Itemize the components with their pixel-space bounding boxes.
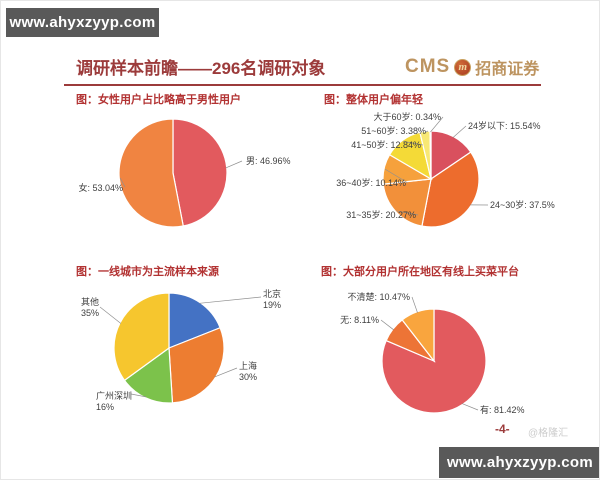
- cms-logo: CMS m 招商证券: [405, 55, 539, 79]
- page-title: 调研样本前瞻——296名调研对象: [76, 59, 326, 78]
- pie-slice-广州深圳: [123, 346, 174, 404]
- logo-company-text: 招商证券: [475, 61, 540, 78]
- pie-label-不清楚: 不清楚: 10.47%: [347, 291, 410, 302]
- pie-label-男: 男: 46.96%: [246, 156, 291, 166]
- chart-panel-platform: 有: 81.42% 无: 8.11% 不清楚: 10.47% 图：大部分用户所在地区…: [316, 263, 596, 441]
- credit-watermark: @格隆汇: [528, 428, 569, 439]
- header-divider: [64, 84, 541, 86]
- pie-slice-31~35岁: [382, 178, 432, 227]
- watermark-bottom-right: www.ahyxzyyp.com: [439, 447, 599, 478]
- pie-chart-platform: 有: 81.42% 无: 8.11% 不清楚: 10.47%: [340, 291, 525, 415]
- page-number: -4-: [495, 422, 510, 436]
- pie-chart-gender: 男: 46.96% 女: 53.04%: [78, 118, 291, 228]
- pie-slice-24~30岁: [421, 151, 480, 228]
- pie-label-北京: 北京 19%: [263, 288, 281, 310]
- pie-label-36~40岁: 36~40岁: 10.14%: [336, 177, 406, 188]
- pie-label-leader-大于60岁: [430, 116, 444, 133]
- pie-label-24~30岁: 24~30岁: 37.5%: [490, 199, 555, 210]
- pie-label-leader-有: [461, 403, 479, 411]
- pie-label-leader-男: [225, 160, 243, 169]
- chart-title-age: 图：整体用户偏年轻: [324, 94, 423, 106]
- pie-label-leader-其他: [99, 306, 122, 324]
- pie-label-leader-广州深圳: [130, 393, 147, 398]
- pie-label-无: 无: 8.11%: [340, 315, 379, 325]
- pie-label-其他: 其他 35%: [81, 296, 99, 318]
- pie-label-leader-女: [119, 177, 126, 188]
- pie-label-31~35岁: 31~35岁: 20.27%: [346, 209, 416, 220]
- chart-panel-city: 北京 19% 上海 30% 广州深圳 16% 其他 35% 图：一线城市为主流样本来源: [61, 263, 316, 441]
- pie-label-女: 女: 53.04%: [78, 182, 123, 193]
- chart-title-gender: 图：女性用户占比略高于男性用户: [76, 94, 241, 106]
- pie-slice-北京: [168, 292, 221, 349]
- pie-label-有: 有: 81.42%: [480, 404, 525, 415]
- logo-cms-text: CMS: [405, 56, 451, 77]
- pie-slice-上海: [168, 326, 225, 404]
- pie-slice-男: [172, 118, 228, 227]
- pie-label-leader-41~50岁: [402, 140, 424, 146]
- pie-chart-city: 北京 19% 上海 30% 广州深圳 16% 其他 35%: [81, 288, 281, 412]
- pie-label-leader-51~60岁: [424, 130, 429, 133]
- pie-label-leader-上海: [214, 367, 238, 378]
- pie-label-leader-北京: [199, 296, 262, 304]
- pie-label-leader-36~40岁: [384, 168, 409, 184]
- chart-title-city: 图：一线城市为主流样本来源: [76, 266, 219, 278]
- watermark-top-left: www.ahyxzyyp.com: [6, 8, 159, 37]
- pie-slice-女: [118, 118, 184, 228]
- pie-label-leader-不清楚: [411, 296, 418, 313]
- pie-label-大于60岁: 大于60岁: 0.34%: [373, 111, 441, 122]
- pie-label-leader-无: [380, 319, 394, 331]
- pie-label-24岁以下: 24岁以下: 15.54%: [468, 120, 541, 131]
- chart-title-platform: 图：大部分用户所在地区有线上买菜平台: [321, 266, 519, 278]
- pie-label-广州深圳: 广州深圳 16%: [96, 390, 132, 412]
- chart-panel-gender: 男: 46.96% 女: 53.04% 图：女性用户占比略高于男性用户: [61, 91, 316, 269]
- pie-label-51~60岁: 51~60岁: 3.38%: [361, 125, 426, 136]
- chart-panel-age: 24岁以下: 15.54% 24~30岁: 37.5% 31~35岁: 20.27%…: [316, 91, 586, 269]
- pie-label-leader-31~35岁: [396, 210, 419, 216]
- pie-label-41~50岁: 41~50岁: 12.84%: [351, 139, 421, 150]
- logo-m-badge-icon: m: [454, 58, 472, 76]
- pie-chart-age: 24岁以下: 15.54% 24~30岁: 37.5% 31~35岁: 20.27%…: [336, 111, 555, 228]
- pie-label-leader-24岁以下: [452, 125, 467, 138]
- pie-label-上海: 上海 30%: [239, 360, 257, 382]
